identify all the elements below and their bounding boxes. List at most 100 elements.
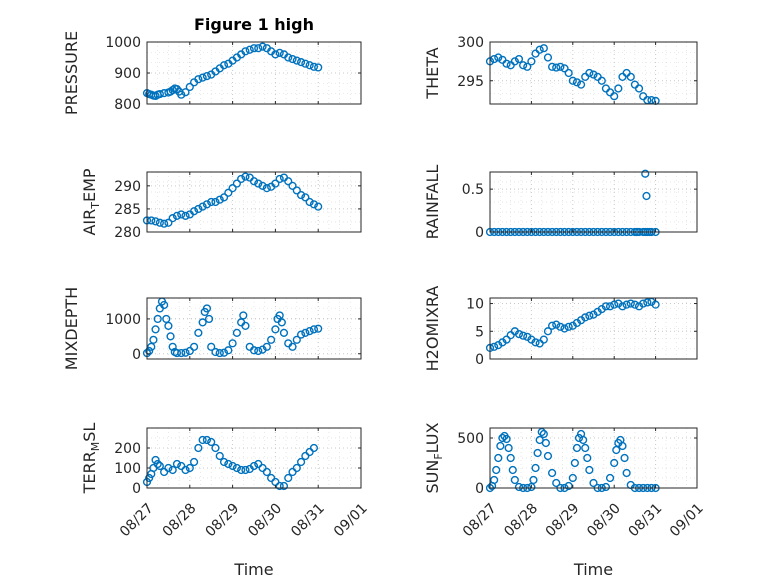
y-tick-label: 0 bbox=[132, 347, 141, 363]
data-point bbox=[601, 482, 611, 492]
data-point bbox=[296, 58, 306, 67]
data-point bbox=[164, 218, 173, 227]
data-point bbox=[296, 190, 306, 200]
panel-pressure: 800 900 1000 PRESSURE Figure 1 high bbox=[62, 15, 362, 115]
data-point bbox=[219, 193, 229, 202]
data-point bbox=[535, 435, 544, 445]
data-point bbox=[309, 62, 319, 71]
data-point bbox=[219, 61, 229, 70]
data-point bbox=[288, 181, 297, 190]
panel-air_temp: 280 285 290 AIRTEMP bbox=[80, 168, 362, 241]
plot-area bbox=[147, 172, 361, 232]
data-point bbox=[610, 92, 619, 101]
data-point bbox=[172, 211, 182, 220]
data-point bbox=[502, 434, 511, 444]
y-tick-label: 500 bbox=[457, 431, 484, 447]
data-point bbox=[168, 342, 177, 351]
data-point bbox=[552, 320, 561, 329]
data-point bbox=[490, 54, 499, 64]
data-point bbox=[643, 298, 652, 307]
data-point bbox=[284, 177, 293, 186]
data-point bbox=[166, 332, 175, 341]
data-point bbox=[232, 179, 241, 188]
data-point bbox=[305, 327, 314, 336]
data-point bbox=[292, 463, 301, 473]
data-point bbox=[258, 181, 267, 190]
data-point bbox=[309, 200, 319, 209]
data-point bbox=[228, 339, 237, 348]
data-point bbox=[552, 478, 561, 488]
y-axis-label: TERRMSL bbox=[80, 423, 102, 495]
data-point bbox=[527, 57, 536, 66]
data-point bbox=[219, 457, 229, 467]
data-point bbox=[185, 82, 194, 92]
data-point bbox=[543, 451, 553, 461]
y-tick-label: 295 bbox=[457, 74, 484, 90]
x-tick-label: 08/30 bbox=[245, 500, 285, 540]
data-point bbox=[275, 481, 284, 491]
data-point bbox=[490, 342, 499, 351]
data-point bbox=[275, 174, 284, 184]
x-tick-label: 08/29 bbox=[203, 500, 243, 540]
data-point bbox=[537, 427, 546, 437]
data-point bbox=[189, 342, 199, 351]
data-point bbox=[301, 328, 310, 337]
data-point bbox=[622, 300, 631, 309]
data-point bbox=[576, 80, 586, 89]
panel-rainfall: 0 0.5 RAINFALL bbox=[423, 165, 698, 241]
data-point bbox=[572, 78, 582, 87]
data-point bbox=[151, 455, 160, 465]
data-point bbox=[279, 328, 289, 337]
y-tick-label: 290 bbox=[114, 179, 141, 195]
data-point bbox=[612, 445, 621, 455]
data-point bbox=[288, 54, 297, 64]
data-point bbox=[531, 338, 540, 347]
data-point bbox=[508, 465, 517, 475]
data-point bbox=[581, 443, 590, 453]
data-point bbox=[145, 346, 154, 356]
data-point bbox=[194, 204, 203, 214]
x-tick-label: 08/27 bbox=[117, 500, 157, 540]
data-point bbox=[160, 219, 169, 228]
data-point bbox=[533, 448, 542, 458]
data-point bbox=[610, 458, 619, 468]
data-point bbox=[194, 75, 203, 84]
data-point bbox=[262, 467, 271, 477]
y-axis-label: RAINFALL bbox=[423, 165, 442, 240]
data-point bbox=[309, 443, 319, 453]
y-tick-label: 280 bbox=[114, 225, 141, 241]
data-point bbox=[622, 468, 631, 478]
data-point bbox=[630, 300, 640, 309]
panel-theta: 295 300 THETA bbox=[423, 35, 698, 106]
data-point bbox=[211, 443, 220, 453]
data-point bbox=[626, 299, 635, 308]
data-point bbox=[284, 473, 293, 483]
data-point bbox=[249, 461, 259, 471]
x-axis-label: Time bbox=[573, 560, 613, 579]
data-point bbox=[254, 44, 263, 53]
y-tick-label: 1000 bbox=[105, 312, 141, 328]
plot-area bbox=[147, 428, 361, 488]
data-point bbox=[314, 202, 323, 211]
data-point bbox=[519, 331, 528, 340]
data-point bbox=[301, 59, 310, 68]
data-point bbox=[502, 59, 511, 68]
chart-title: Figure 1 high bbox=[194, 15, 314, 34]
data-point bbox=[149, 335, 158, 344]
data-point bbox=[605, 473, 615, 483]
data-point bbox=[506, 453, 515, 463]
x-tick-label: 08/28 bbox=[501, 500, 541, 540]
data-point bbox=[642, 191, 651, 201]
data-point bbox=[568, 76, 577, 85]
data-point bbox=[211, 347, 220, 357]
plot-area bbox=[147, 298, 361, 359]
x-tick-label: 08/29 bbox=[543, 500, 583, 540]
x-tick-label: 08/28 bbox=[160, 500, 200, 540]
data-point bbox=[314, 63, 323, 72]
data-point bbox=[245, 45, 254, 54]
data-point bbox=[277, 318, 286, 327]
axes-box bbox=[489, 171, 698, 233]
data-point bbox=[275, 48, 284, 57]
data-point bbox=[198, 202, 207, 211]
y-tick-label: 285 bbox=[114, 202, 141, 218]
